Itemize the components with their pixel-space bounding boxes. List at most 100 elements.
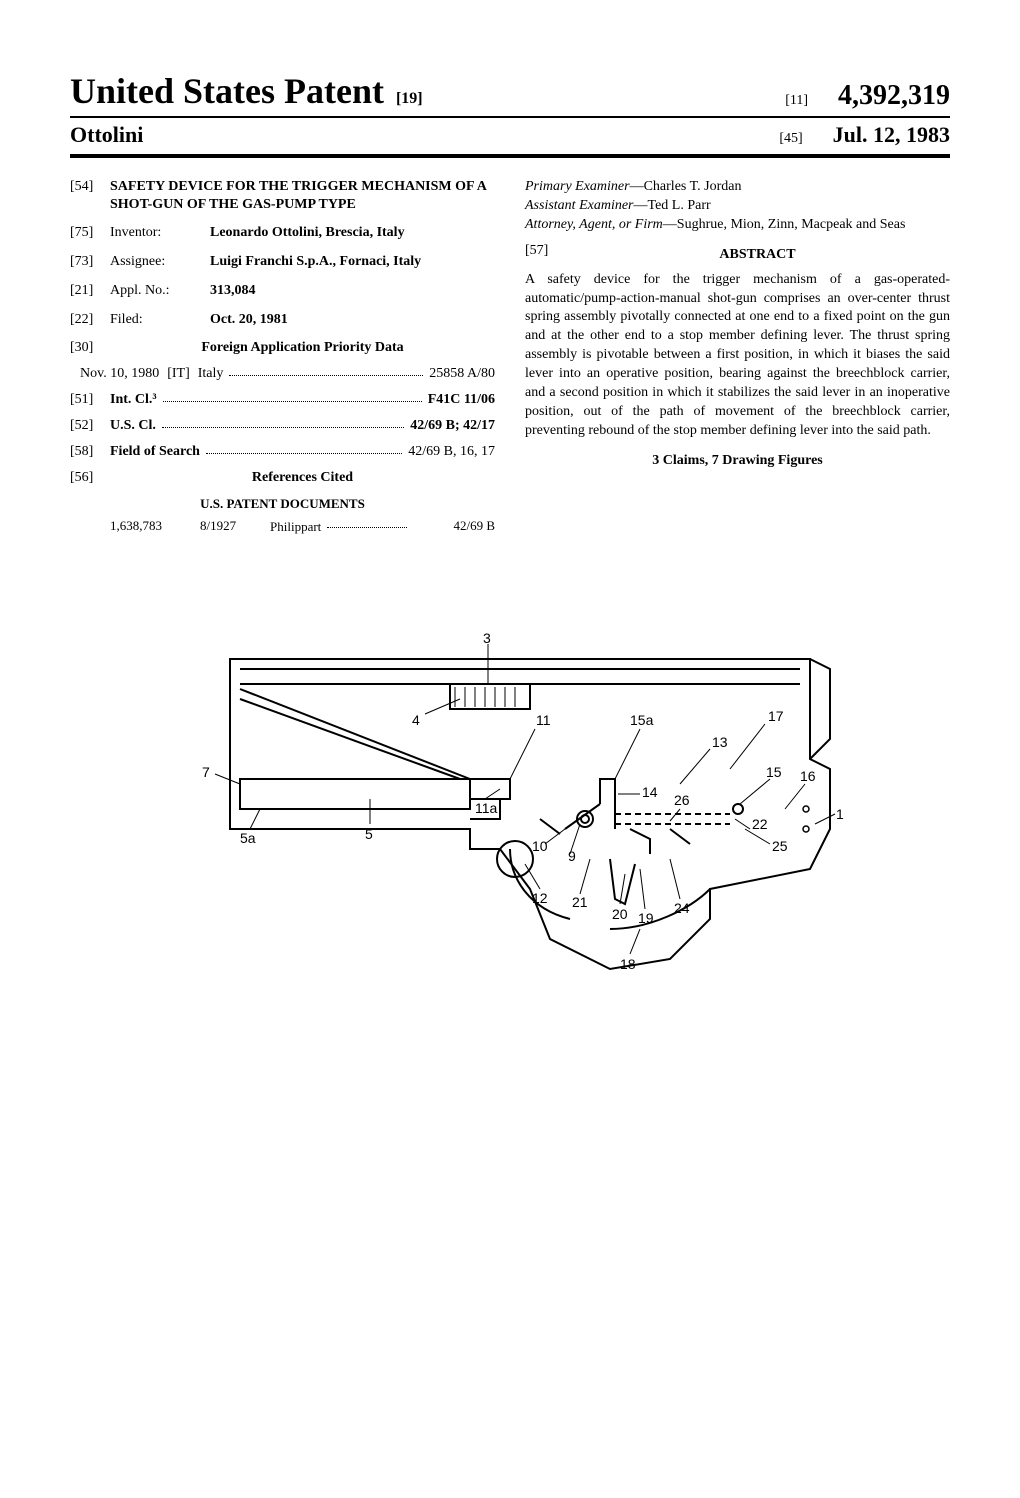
- code-30: [30]: [70, 340, 110, 356]
- label-inventor: Inventor:: [110, 224, 210, 243]
- claims-figures: 3 Claims, 7 Drawing Figures: [525, 453, 950, 469]
- row-21: [21] Appl. No.: 313,084: [70, 282, 495, 301]
- header-right: [11] 4,392,319: [785, 80, 950, 112]
- attorney-firm: Attorney, Agent, or Firm—Sughrue, Mion, …: [525, 216, 950, 235]
- value-58: 42/69 B, 16, 17: [408, 444, 495, 460]
- lbl-4: 4: [412, 712, 420, 728]
- code-75: [75]: [70, 224, 110, 243]
- foreign-priority-row: Nov. 10, 1980 [IT] Italy 25858 A/80: [70, 366, 495, 382]
- lbl-25: 25: [772, 838, 788, 854]
- biblio-columns: [54] SAFETY DEVICE FOR THE TRIGGER MECHA…: [70, 178, 950, 539]
- code-56: [56]: [70, 470, 110, 486]
- row-54: [54] SAFETY DEVICE FOR THE TRIGGER MECHA…: [70, 178, 495, 214]
- lbl-26: 26: [674, 792, 690, 808]
- lbl-20: 20: [612, 906, 628, 922]
- patent-subheader: Ottolini [45] Jul. 12, 1983: [70, 122, 950, 158]
- row-52: [52] U.S. Cl. 42/69 B; 42/17: [70, 418, 495, 434]
- patent-date-row: [45] Jul. 12, 1983: [779, 122, 950, 148]
- code-45: [45]: [779, 131, 802, 147]
- inventor-surname: Ottolini: [70, 122, 143, 148]
- abstract-heading: ABSTRACT: [565, 247, 950, 263]
- abstract-text: A safety device for the trigger mechanis…: [525, 271, 950, 441]
- value-applno: 313,084: [210, 282, 495, 301]
- row-30: [30] Foreign Application Priority Data: [70, 340, 495, 356]
- lbl-5: 5: [365, 826, 373, 842]
- patent-number-row: [11] 4,392,319: [785, 80, 950, 112]
- lbl-11a: 11a: [475, 800, 498, 816]
- patent-main-title: United States Patent: [70, 70, 384, 112]
- lbl-15: 15: [766, 764, 782, 780]
- assistant-examiner: Assistant Examiner—Ted L. Parr: [525, 197, 950, 216]
- row-57: [57] ABSTRACT: [525, 243, 950, 271]
- code-52: [52]: [70, 418, 110, 434]
- row-75: [75] Inventor: Leonardo Ottolini, Bresci…: [70, 224, 495, 243]
- lbl-15a: 15a: [630, 712, 654, 728]
- fp-date: Nov. 10, 1980: [80, 366, 159, 382]
- lbl-18: 18: [620, 956, 636, 972]
- row-51: [51] Int. Cl.³ F41C 11/06: [70, 392, 495, 408]
- dotted-leader: [162, 418, 404, 428]
- lbl-17: 17: [768, 708, 784, 724]
- dotted-leader: [229, 366, 423, 376]
- label-58: Field of Search: [110, 444, 200, 460]
- reference-row: 1,638,783 8/1927 Philippart 42/69 B: [70, 518, 495, 535]
- lbl-19: 19: [638, 910, 654, 926]
- lbl-12: 12: [532, 890, 548, 906]
- patent-header: United States Patent [19] [11] 4,392,319: [70, 70, 950, 118]
- lbl-1: 1: [836, 806, 844, 822]
- code-57: [57]: [525, 243, 565, 271]
- lbl-11: 11: [536, 712, 551, 728]
- invention-title: SAFETY DEVICE FOR THE TRIGGER MECHANISM …: [110, 178, 495, 214]
- patent-date: Jul. 12, 1983: [833, 122, 950, 148]
- heading-56: References Cited: [110, 470, 495, 486]
- fp-number: 25858 A/80: [429, 366, 495, 382]
- lbl-13: 13: [712, 734, 728, 750]
- label-52: U.S. Cl.: [110, 418, 156, 434]
- patent-number: 4,392,319: [838, 80, 950, 112]
- lbl-14: 14: [642, 784, 658, 800]
- primary-examiner: Primary Examiner—Charles T. Jordan: [525, 178, 950, 197]
- lbl-10: 10: [532, 838, 548, 854]
- value-filed: Oct. 20, 1981: [210, 311, 495, 330]
- lbl-21: 21: [572, 894, 588, 910]
- code-73: [73]: [70, 253, 110, 272]
- lbl-24: 24: [674, 900, 690, 916]
- label-assignee: Assignee:: [110, 253, 210, 272]
- row-73: [73] Assignee: Luigi Franchi S.p.A., For…: [70, 253, 495, 272]
- dotted-leader: [206, 444, 402, 454]
- patent-figure: 3 4 11 15a 17 13 15 16 1 7 5a 5 11a 14 1…: [70, 629, 950, 994]
- right-column: Primary Examiner—Charles T. Jordan Assis…: [525, 178, 950, 539]
- ref-number: 1,638,783: [110, 518, 200, 535]
- figure-svg: 3 4 11 15a 17 13 15 16 1 7 5a 5 11a 14 1…: [170, 629, 850, 989]
- lbl-22: 22: [752, 816, 768, 832]
- value-52: 42/69 B; 42/17: [410, 418, 495, 434]
- row-56: [56] References Cited: [70, 470, 495, 486]
- lbl-9: 9: [568, 848, 576, 864]
- value-51: F41C 11/06: [428, 392, 495, 408]
- dotted-leader: [163, 392, 422, 402]
- lbl-16: 16: [800, 768, 816, 784]
- label-applno: Appl. No.:: [110, 282, 210, 301]
- row-22: [22] Filed: Oct. 20, 1981: [70, 311, 495, 330]
- code-51: [51]: [70, 392, 110, 408]
- heading-us-patents: U.S. PATENT DOCUMENTS: [70, 496, 495, 512]
- header-code-left: [19]: [396, 90, 423, 108]
- left-column: [54] SAFETY DEVICE FOR THE TRIGGER MECHA…: [70, 178, 495, 539]
- value-assignee: Luigi Franchi S.p.A., Fornaci, Italy: [210, 253, 495, 272]
- label-filed: Filed:: [110, 311, 210, 330]
- row-58: [58] Field of Search 42/69 B, 16, 17: [70, 444, 495, 460]
- code-21: [21]: [70, 282, 110, 301]
- code-54: [54]: [70, 178, 110, 214]
- lbl-5a: 5a: [240, 830, 256, 846]
- code-11: [11]: [785, 93, 808, 109]
- fp-cc: [IT]: [167, 366, 190, 382]
- header-left: United States Patent [19]: [70, 70, 423, 112]
- code-58: [58]: [70, 444, 110, 460]
- ref-class: 42/69 B: [453, 518, 495, 535]
- lbl-3: 3: [483, 630, 491, 646]
- label-51: Int. Cl.³: [110, 392, 157, 408]
- fp-country: Italy: [198, 366, 224, 382]
- ref-date: 8/1927: [200, 518, 270, 535]
- lbl-7: 7: [202, 764, 210, 780]
- ref-name: Philippart: [270, 518, 453, 535]
